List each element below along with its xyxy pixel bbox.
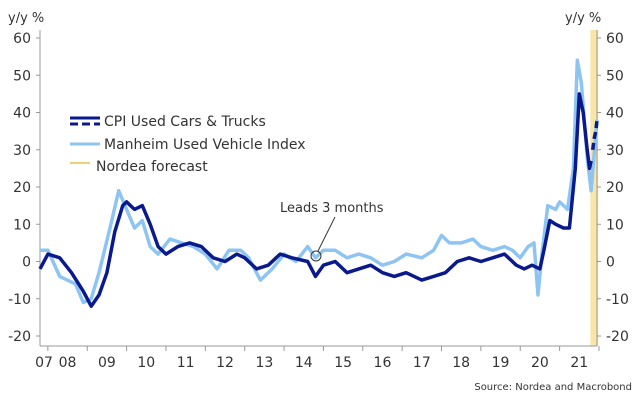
- y-label-left: y/y %: [8, 11, 44, 26]
- x-tick-label: 21: [570, 355, 588, 371]
- y-tick-label-left: 10: [13, 217, 31, 233]
- y-tick-label-right: 0: [606, 255, 615, 271]
- legend: CPI Used Cars & Trucks Manheim Used Vehi…: [70, 114, 306, 175]
- y-tick-label-left: 40: [13, 106, 31, 122]
- x-tick-label: 14: [295, 355, 313, 371]
- x-tick-label: 11: [177, 355, 195, 371]
- legend-label-forecast: Nordea forecast: [96, 159, 208, 175]
- legend-label-manheim: Manheim Used Vehicle Index: [104, 137, 306, 153]
- x-tick-label: 08: [59, 355, 77, 371]
- y-tick-label-left: 30: [13, 143, 31, 159]
- y-tick-label-right: 30: [606, 143, 624, 159]
- y-tick-label-right: 60: [606, 31, 624, 47]
- source-note: Source: Nordea and Macrobond: [474, 382, 632, 393]
- x-tick-label: 20: [531, 355, 549, 371]
- annotation-arrow: [317, 216, 336, 252]
- y-tick-label-right: 50: [606, 68, 624, 84]
- series-manheim: [40, 58, 599, 305]
- x-tick-label: 12: [216, 355, 234, 371]
- y-tick-label-right: 40: [606, 106, 624, 122]
- series-cpi-forecast: [590, 119, 599, 151]
- legend-label-cpi: CPI Used Cars & Trucks: [104, 114, 266, 130]
- x-tick-label: 16: [374, 355, 392, 371]
- x-tick-label: 17: [413, 355, 431, 371]
- annotation-text: Leads 3 months: [280, 201, 384, 216]
- y-tick-label-right: -20: [606, 329, 629, 345]
- annotation: Leads 3 months: [280, 201, 384, 262]
- x-tick-label: 10: [137, 355, 155, 371]
- y-tick-label-right: 10: [606, 217, 624, 233]
- x-tick-label: 13: [255, 355, 273, 371]
- y-tick-label-left: -20: [8, 329, 31, 345]
- y-tick-label-left: 0: [22, 255, 31, 271]
- y-tick-label-right: 20: [606, 180, 624, 196]
- x-tick-label: 09: [98, 355, 116, 371]
- x-tick-label: 15: [334, 355, 352, 371]
- series-cpi: [38, 92, 593, 308]
- y-tick-label-left: 60: [13, 31, 31, 47]
- y-label-right: y/y %: [565, 11, 601, 26]
- x-tick-label: 07: [35, 355, 53, 371]
- annotation-circle: [310, 250, 322, 262]
- x-tick-label: 19: [492, 355, 510, 371]
- y-tick-label-left: 20: [13, 180, 31, 196]
- x-tick-label: 18: [452, 355, 470, 371]
- y-tick-label-left: -10: [8, 292, 31, 308]
- y-tick-label-right: -10: [606, 292, 629, 308]
- forecast-band: [590, 30, 599, 346]
- y-tick-label-left: 50: [13, 68, 31, 84]
